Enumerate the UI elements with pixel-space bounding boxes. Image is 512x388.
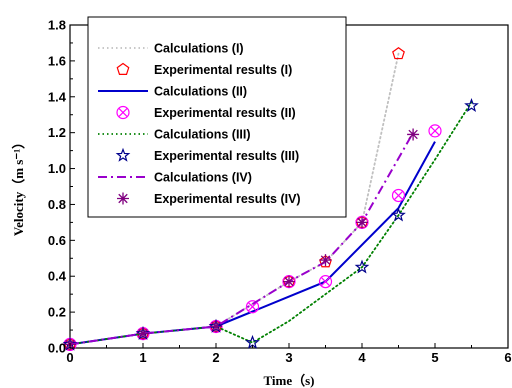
legend-marker-swatch (116, 62, 130, 75)
legend-marker-swatch (116, 105, 130, 120)
data-point (318, 275, 333, 289)
x-tick-label: 2 (212, 350, 219, 365)
legend-label: Experimental results (I) (154, 63, 292, 77)
legend-label: Calculations (III) (154, 128, 251, 142)
y-tick-label: 0.2 (48, 305, 66, 320)
legend-item: Experimental results (IV) (117, 192, 301, 206)
legend: Calculations (I) Experimental results (I)… (87, 16, 347, 218)
data-point (356, 216, 368, 229)
series-8 (64, 128, 420, 351)
x-tick-label: 4 (358, 350, 366, 365)
legend-label: Calculations (II) (154, 85, 247, 99)
x-axis-title: Time（s) (263, 373, 314, 388)
legend-item: Experimental results (III) (115, 147, 299, 163)
y-tick-label: 0.6 (48, 233, 66, 248)
legend-label: Experimental results (IV) (154, 192, 301, 206)
data-point (428, 124, 442, 138)
y-tick-label: 0.0 (48, 341, 66, 356)
y-tick-label: 0.4 (48, 269, 67, 284)
legend-marker-swatch (117, 192, 129, 205)
data-point (391, 188, 406, 203)
x-tick-label: 0 (66, 350, 73, 365)
series-5 (69, 101, 473, 346)
data-point (464, 98, 479, 112)
data-point (354, 259, 370, 274)
legend-item: Experimental results (I) (116, 62, 292, 77)
x-tick-label: 6 (504, 350, 511, 365)
y-tick-label: 1.4 (48, 89, 67, 104)
legend-item: Calculations (I) (98, 42, 244, 56)
legend-box (87, 16, 347, 218)
data-point (392, 46, 405, 60)
x-tick-label: 5 (431, 350, 438, 365)
x-tick-label: 1 (139, 350, 146, 365)
legend-label: Experimental results (II) (154, 106, 296, 120)
data-point (319, 254, 332, 267)
data-point (210, 320, 222, 333)
legend-item: Calculations (IV) (98, 171, 252, 185)
y-tick-label: 1.0 (48, 161, 66, 176)
series-layer (62, 46, 479, 352)
data-point (319, 255, 332, 268)
legend-marker-swatch (115, 147, 131, 162)
y-tick-label: 1.6 (48, 53, 66, 68)
legend-label: Calculations (I) (154, 42, 244, 56)
data-point (391, 207, 406, 222)
x-tick-label: 3 (285, 350, 292, 365)
series-line (69, 101, 473, 346)
legend-item: Experimental results (II) (116, 105, 296, 120)
data-point (137, 327, 149, 340)
data-point (407, 128, 420, 141)
y-tick-label: 1.2 (48, 125, 66, 140)
y-axis-title: Velocity（m s⁻¹） (11, 136, 26, 236)
axes-layer: 0 1 2 3 4 5 6 0.0 0.2 0.4 0.6 0.8 1.0 1.2 1.4 1.6 1.8 (48, 18, 512, 366)
data-point (283, 275, 295, 288)
legend-item: Calculations (III) (98, 128, 251, 142)
legend-label: Experimental results (III) (154, 149, 299, 163)
data-point (245, 300, 260, 314)
legend-label: Calculations (IV) (154, 171, 252, 185)
legend-item: Calculations (II) (98, 85, 247, 99)
y-tick-label: 1.8 (48, 18, 66, 33)
y-tick-label: 0.8 (48, 197, 66, 212)
